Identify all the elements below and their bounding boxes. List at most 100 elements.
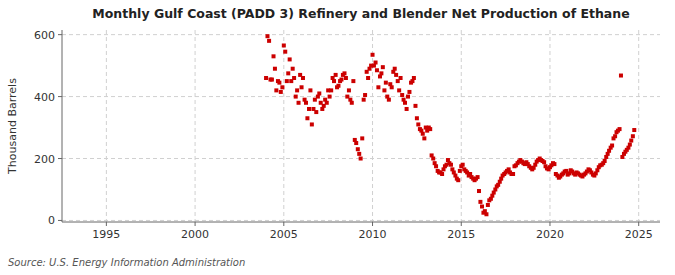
point	[456, 178, 460, 182]
point	[629, 139, 633, 143]
tick-y	[58, 34, 62, 35]
point	[274, 88, 278, 92]
tick-label-x: 2005	[270, 228, 298, 241]
axes: 19952000200520102015202020250200400600	[34, 29, 660, 241]
grid-line-y	[62, 220, 660, 221]
tick-x	[638, 222, 639, 226]
point	[440, 172, 444, 176]
point	[272, 54, 276, 58]
point	[329, 88, 333, 92]
chart: 19952000200520102015202020250200400600Mo…	[0, 0, 675, 275]
point	[603, 159, 607, 163]
grid-line-x	[195, 30, 196, 222]
point	[382, 88, 386, 92]
point	[458, 169, 462, 173]
point	[328, 95, 332, 99]
point	[403, 101, 407, 105]
point	[618, 127, 622, 131]
tick-label-y: 600	[34, 29, 55, 42]
point	[292, 76, 296, 80]
point	[264, 76, 268, 80]
point	[478, 200, 482, 204]
point	[307, 107, 311, 111]
axis-line-x	[62, 222, 660, 223]
point	[375, 68, 379, 72]
point	[366, 76, 370, 80]
point	[619, 74, 623, 78]
point	[476, 175, 480, 179]
tick-x	[549, 222, 550, 226]
point	[397, 88, 401, 92]
grid-line-x	[549, 30, 550, 222]
point	[428, 127, 432, 131]
tick-y	[58, 220, 62, 221]
tick-label-x: 2020	[536, 228, 564, 241]
point	[265, 34, 269, 38]
point	[379, 71, 383, 75]
point	[542, 160, 546, 164]
point	[360, 136, 364, 140]
point	[282, 43, 286, 47]
point	[283, 50, 287, 54]
point	[461, 163, 465, 167]
point	[376, 85, 380, 89]
axis-line-y	[62, 30, 63, 222]
point	[486, 203, 490, 207]
grid-line-x	[106, 30, 107, 222]
tick-y	[58, 96, 62, 97]
point	[632, 128, 636, 132]
point	[421, 132, 425, 136]
grid-line-x	[638, 30, 639, 222]
point	[344, 76, 348, 80]
point	[390, 85, 394, 89]
point	[339, 78, 343, 82]
point	[387, 98, 391, 102]
point	[422, 136, 426, 140]
point	[317, 91, 321, 95]
point	[393, 67, 397, 71]
point	[357, 152, 361, 156]
point	[267, 39, 271, 43]
point	[412, 76, 416, 80]
point	[342, 71, 346, 75]
grid-line-x	[283, 30, 284, 222]
tick-label-y: 200	[34, 153, 55, 166]
point	[356, 147, 360, 151]
point	[314, 110, 318, 114]
tick-y	[58, 158, 62, 159]
point	[288, 57, 292, 61]
point	[449, 163, 453, 167]
grid-line-x	[461, 30, 462, 222]
point	[477, 189, 481, 193]
grid-line-y	[62, 96, 660, 97]
point	[384, 81, 388, 85]
point	[484, 212, 488, 216]
point	[405, 107, 409, 111]
points	[264, 34, 636, 216]
point	[279, 90, 283, 94]
point	[294, 95, 298, 99]
point	[511, 172, 515, 176]
point	[295, 88, 299, 92]
point	[480, 205, 484, 209]
point	[277, 81, 281, 85]
tick-x	[461, 222, 462, 226]
point	[613, 134, 617, 138]
title: Monthly Gulf Coast (PADD 3) Refinery and…	[92, 6, 629, 21]
point	[434, 164, 438, 168]
source-note: Source: U.S. Energy Information Administ…	[8, 257, 245, 268]
tick-label-x: 2010	[359, 228, 387, 241]
point	[406, 95, 410, 99]
point	[301, 76, 305, 80]
tick-x	[372, 222, 373, 226]
point	[291, 67, 295, 71]
point	[297, 101, 301, 105]
point	[270, 78, 274, 82]
grid	[62, 30, 660, 222]
point	[381, 65, 385, 69]
point	[305, 116, 309, 120]
grid-line-y	[62, 34, 660, 35]
tick-label-x: 1995	[92, 228, 120, 241]
point	[300, 85, 304, 89]
tick-label-y: 400	[34, 91, 55, 104]
